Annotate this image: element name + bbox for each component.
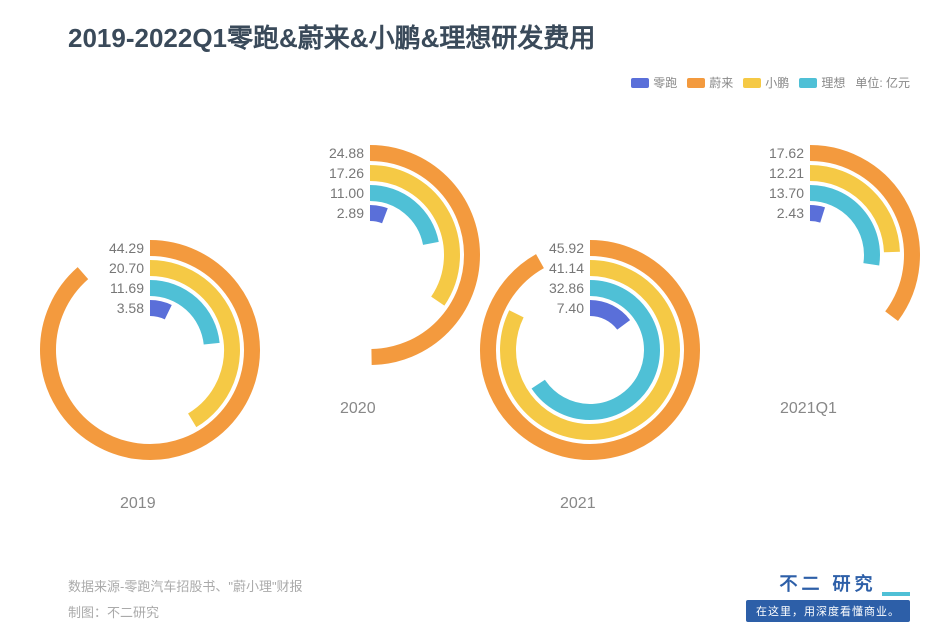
ring-arc xyxy=(488,248,692,452)
ring-arc xyxy=(810,213,823,215)
charts-area: 44.29 20.70 11.69 3.58 2019 24.88 17.26 11.00 2.… xyxy=(0,95,940,555)
value-label: 41.14 xyxy=(460,260,584,276)
value-label: 32.86 xyxy=(460,280,584,296)
footer-credit: 制图：不二研究 xyxy=(68,600,303,626)
value-label: 11.69 xyxy=(20,280,144,296)
period-label: 2021Q1 xyxy=(780,400,837,418)
footer-source: 数据来源-零跑汽车招股书、"蔚小理"财报 xyxy=(68,574,303,600)
legend-item: 蔚来 xyxy=(687,74,733,91)
period-label: 2020 xyxy=(340,400,376,418)
ring-arc xyxy=(48,248,252,452)
legend: 零跑 蔚来 小鹏 理想单位: 亿元 xyxy=(631,74,910,91)
period-label: 2019 xyxy=(120,495,156,513)
period-label: 2021 xyxy=(560,495,596,513)
value-label: 2.43 xyxy=(680,205,804,221)
value-label: 13.70 xyxy=(680,185,804,201)
value-label: 11.00 xyxy=(240,185,364,201)
legend-item: 零跑 xyxy=(631,74,677,91)
legend-swatch xyxy=(631,78,649,88)
value-label: 20.70 xyxy=(20,260,144,276)
ring-arc xyxy=(810,193,872,264)
brand-box: 不二 研究 在这里，用深度看懂商业。 xyxy=(746,570,910,622)
legend-swatch xyxy=(687,78,705,88)
ring-arc xyxy=(150,308,168,312)
value-label: 3.58 xyxy=(20,300,144,316)
ring-arc xyxy=(590,308,624,325)
legend-label: 小鹏 xyxy=(765,74,789,91)
legend-label: 蔚来 xyxy=(709,74,733,91)
radial-svg xyxy=(680,125,940,385)
value-label: 17.62 xyxy=(680,145,804,161)
legend-label: 理想 xyxy=(821,74,845,91)
legend-item: 理想 xyxy=(799,74,845,91)
value-label: 17.26 xyxy=(240,165,364,181)
brand-subtitle: 在这里，用深度看懂商业。 xyxy=(746,600,910,622)
legend-swatch xyxy=(743,78,761,88)
value-label: 45.92 xyxy=(460,240,584,256)
radial-chart: 17.62 12.21 13.70 2.43 xyxy=(680,125,940,385)
legend-unit: 单位: 亿元 xyxy=(855,74,910,91)
brand-accent xyxy=(882,592,910,596)
value-label: 24.88 xyxy=(240,145,364,161)
footer: 数据来源-零跑汽车招股书、"蔚小理"财报 制图：不二研究 xyxy=(68,574,303,626)
value-label: 2.89 xyxy=(240,205,364,221)
legend-label: 零跑 xyxy=(653,74,677,91)
value-label: 44.29 xyxy=(20,240,144,256)
legend-item: 小鹏 xyxy=(743,74,789,91)
value-label: 12.21 xyxy=(680,165,804,181)
chart-title: 2019-2022Q1零跑&蔚来&小鹏&理想研发费用 xyxy=(68,18,595,55)
ring-arc xyxy=(370,213,385,216)
legend-swatch xyxy=(799,78,817,88)
value-label: 7.40 xyxy=(460,300,584,316)
